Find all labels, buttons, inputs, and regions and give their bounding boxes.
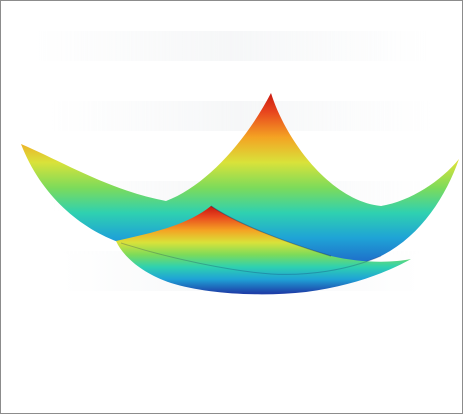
inner-ridge-edge bbox=[210, 205, 332, 257]
inner-surface-sheet bbox=[116, 206, 411, 295]
outer-ridge-edge bbox=[120, 242, 382, 275]
outer-surface-sheet bbox=[21, 93, 459, 275]
